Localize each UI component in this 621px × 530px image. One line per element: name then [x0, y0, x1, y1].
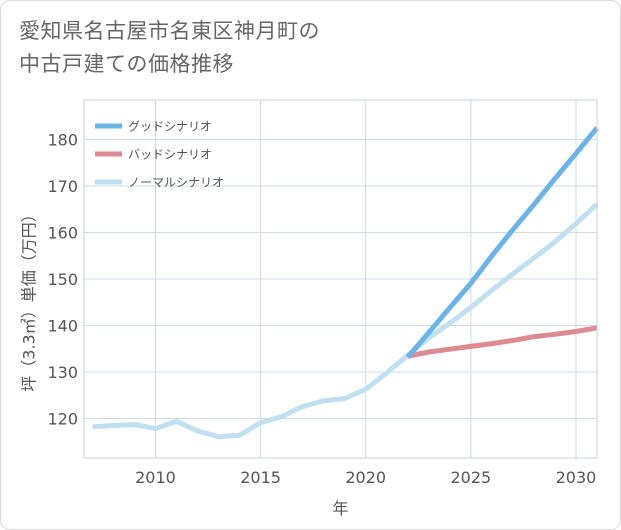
x-tick-label: 2015 — [240, 468, 281, 487]
series-line-0 — [405, 126, 599, 359]
y-tick-label: 140 — [47, 316, 78, 335]
x-tick-label: 2010 — [135, 468, 176, 487]
chart-title: 愛知県名古屋市名東区神月町の 中古戸建ての価格推移 — [19, 15, 320, 81]
axis-ticks: 2010 2015 2020 2025 2030 120 130 140 150 160 170 18… — [47, 131, 596, 487]
y-tick-label: 130 — [47, 363, 78, 382]
plot-area-frame — [83, 99, 598, 459]
legend-label-2: ノーマルシナリオ — [128, 176, 224, 190]
series-line-2 — [92, 202, 599, 440]
legend-label-0: グッドシナリオ — [128, 120, 212, 134]
y-axis-title: 坪（3.3㎡）単価（万円） — [20, 206, 39, 391]
y-tick-label: 160 — [47, 224, 78, 243]
legend-label-1: バッドシナリオ — [128, 148, 212, 162]
x-tick-label: 2020 — [345, 468, 386, 487]
y-tick-label: 120 — [47, 409, 78, 428]
y-tick-label: 150 — [47, 270, 78, 289]
series-lines — [92, 126, 599, 440]
y-tick-label: 180 — [47, 131, 78, 150]
x-axis-title: 年 — [332, 499, 348, 518]
series-line-1 — [407, 325, 598, 359]
y-tick-label: 170 — [47, 177, 78, 196]
x-tick-label: 2030 — [556, 468, 597, 487]
grid-lines — [84, 100, 597, 458]
chart-title-line-2: 中古戸建ての価格推移 — [19, 52, 234, 76]
chart-title-line-1: 愛知県名古屋市名東区神月町の — [19, 19, 320, 43]
x-tick-label: 2025 — [450, 468, 491, 487]
